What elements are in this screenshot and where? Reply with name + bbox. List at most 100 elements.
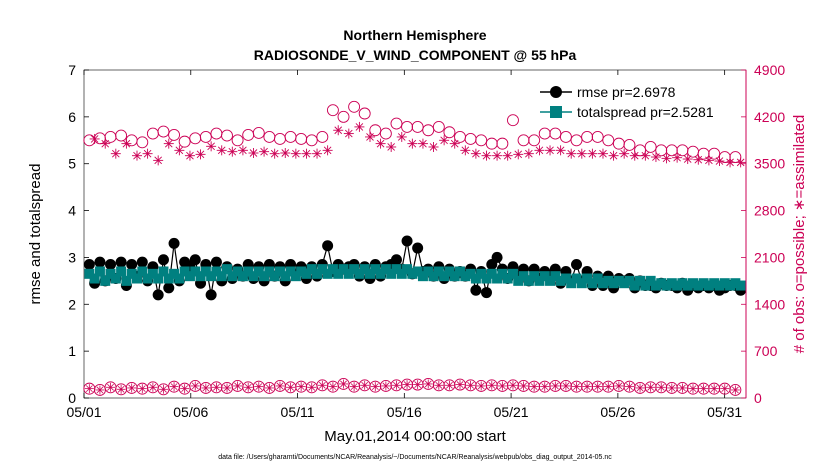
y-left-tick-label: 0 xyxy=(68,390,76,406)
totalspread-point xyxy=(396,268,407,279)
obs-assimilated-point xyxy=(248,148,259,159)
obs-low-point xyxy=(432,379,445,392)
obs-low-point xyxy=(612,380,625,392)
obs-assimilated-point xyxy=(312,148,323,159)
totalspread-point xyxy=(407,268,418,279)
obs-assimilated-point xyxy=(693,154,704,165)
obs-assimilated-point xyxy=(386,141,397,152)
rmse-point xyxy=(491,251,503,263)
totalspread-point xyxy=(269,271,280,282)
totalspread-point xyxy=(306,264,317,275)
rmse-point xyxy=(163,282,175,294)
y-left-tick-label: 4 xyxy=(68,203,76,219)
y-left-tick-label: 6 xyxy=(68,109,76,125)
rmse-point xyxy=(322,240,334,252)
totalspread-point xyxy=(153,273,164,284)
totalspread-point xyxy=(248,271,259,282)
obs-low-point xyxy=(252,380,265,393)
obs-possible-point xyxy=(559,130,572,143)
rmse-point xyxy=(152,289,164,301)
totalspread-point xyxy=(476,268,487,279)
obs-possible-point xyxy=(337,110,350,123)
totalspread-point xyxy=(582,273,593,284)
obs-low-point xyxy=(581,380,594,393)
totalspread-point xyxy=(576,278,587,289)
obs-low-point xyxy=(125,382,138,394)
totalspread-point xyxy=(110,273,121,284)
totalspread-point xyxy=(423,266,434,277)
x-tick-label: 05/26 xyxy=(600,404,635,420)
obs-possible-point xyxy=(199,130,212,143)
obs-possible-point xyxy=(369,124,382,137)
obs-low-point xyxy=(655,381,668,394)
obs-possible-point xyxy=(168,128,181,141)
obs-assimilated-point xyxy=(545,145,556,156)
totalspread-point xyxy=(322,268,333,279)
obs-low-point xyxy=(517,380,530,392)
x-tick-label: 05/01 xyxy=(66,404,101,420)
totalspread-point xyxy=(629,280,640,291)
obs-assimilated-point xyxy=(513,149,524,160)
obs-low-point xyxy=(602,380,615,393)
totalspread-point xyxy=(94,266,105,277)
totalspread-point xyxy=(100,275,111,286)
obs-low-point xyxy=(242,381,255,394)
rmse-point xyxy=(126,258,138,270)
plot-area xyxy=(83,69,747,399)
obs-assimilated-point xyxy=(237,145,248,156)
obs-assimilated-point xyxy=(375,138,386,149)
obs-assimilated-series xyxy=(89,121,746,168)
totalspread-point xyxy=(417,271,428,282)
rmse-point xyxy=(205,289,217,301)
obs-assimilated-point xyxy=(682,154,693,165)
totalspread-point xyxy=(327,264,338,275)
obs-assimilated-point xyxy=(597,148,608,159)
obs-possible-series xyxy=(83,100,742,163)
obs-possible-point xyxy=(528,134,541,147)
obs-assimilated-point xyxy=(343,128,354,139)
obs-low-point xyxy=(136,382,149,395)
obs-possible-point xyxy=(348,100,361,113)
totalspread-point xyxy=(364,268,375,279)
obs-low-point xyxy=(358,379,371,392)
totalspread-point xyxy=(550,271,561,282)
obs-low-point xyxy=(274,380,286,392)
totalspread-point xyxy=(253,266,264,277)
rmse-point xyxy=(136,256,148,268)
obs-low-point xyxy=(348,380,361,393)
y-left-axis-ticks: 0 1 2 3 4 5 6 7 xyxy=(68,62,89,406)
totalspread-point xyxy=(656,278,667,289)
totalspread-point xyxy=(349,264,360,275)
totalspread-point xyxy=(343,268,354,279)
totalspread-point xyxy=(486,268,497,279)
rmse-point xyxy=(189,254,201,266)
obs-possible-point xyxy=(411,120,424,133)
obs-assimilated-point xyxy=(121,138,132,149)
totalspread-point xyxy=(545,275,556,286)
totalspread-point xyxy=(645,275,656,286)
totalspread-point xyxy=(354,268,365,279)
obs-assimilated-point xyxy=(195,149,206,160)
totalspread-point xyxy=(402,264,413,275)
totalspread-series xyxy=(84,264,746,291)
totalspread-point xyxy=(698,278,709,289)
rmse-point xyxy=(94,256,106,268)
totalspread-point xyxy=(497,268,508,279)
totalspread-point xyxy=(592,273,603,284)
obs-low-point xyxy=(623,380,636,393)
obs-low-point xyxy=(538,380,551,393)
totalspread-point xyxy=(682,280,693,291)
obs-low-point xyxy=(316,379,329,392)
totalspread-point xyxy=(89,273,100,284)
obs-possible-point xyxy=(136,136,149,149)
obs-possible-point xyxy=(252,126,265,139)
obs-assimilated-point xyxy=(301,148,312,159)
obs-assimilated-point xyxy=(502,150,513,161)
obs-low-point xyxy=(687,382,699,395)
rmse-point xyxy=(168,237,180,249)
obs-low-point xyxy=(263,382,276,394)
rmse-point xyxy=(571,258,583,270)
totalspread-point xyxy=(597,278,608,289)
obs-low-point xyxy=(157,383,170,396)
